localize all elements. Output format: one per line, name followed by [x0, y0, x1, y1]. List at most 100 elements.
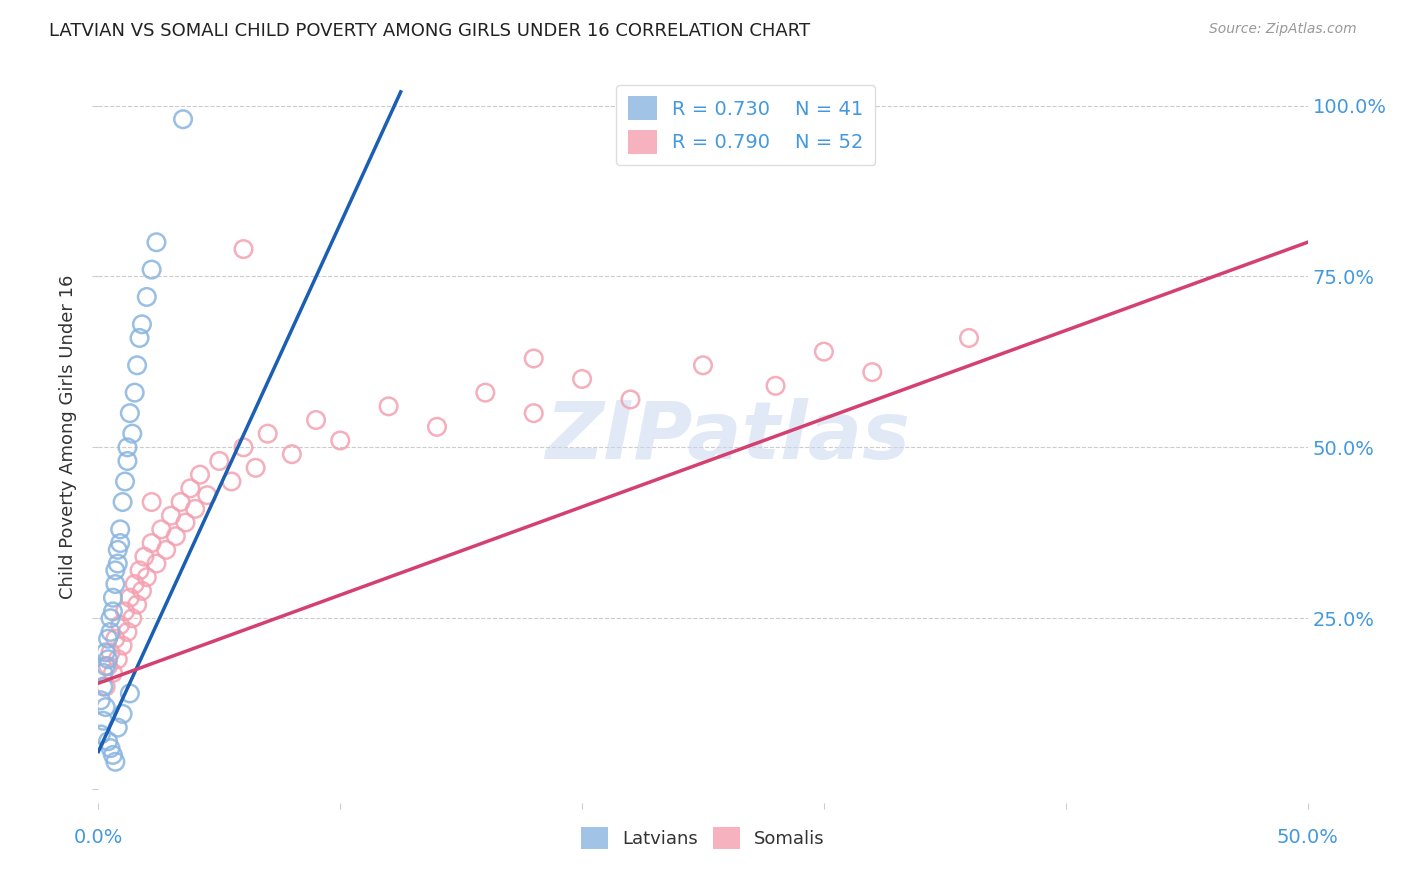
Point: [127, 598, 149, 612]
Point: [523, 406, 546, 420]
Point: [195, 488, 218, 502]
Point: [97, 659, 120, 673]
Point: [100, 611, 122, 625]
Point: [474, 385, 496, 400]
Point: [127, 359, 149, 373]
Point: [101, 747, 124, 762]
Point: [111, 639, 134, 653]
Point: [150, 522, 173, 536]
Point: [94, 645, 117, 659]
Point: [141, 536, 163, 550]
Point: [188, 467, 211, 482]
Text: 50.0%: 50.0%: [1277, 828, 1339, 847]
Point: [91, 680, 114, 694]
Point: [104, 632, 127, 646]
Point: [426, 420, 449, 434]
Point: [94, 700, 117, 714]
Point: [184, 501, 207, 516]
Point: [117, 454, 139, 468]
Point: [107, 542, 129, 557]
Point: [172, 112, 194, 127]
Point: [571, 372, 593, 386]
Point: [131, 583, 153, 598]
Point: [107, 721, 129, 735]
Point: [97, 734, 120, 748]
Point: [131, 318, 153, 332]
Point: [121, 611, 143, 625]
Point: [165, 529, 187, 543]
Point: [134, 549, 156, 564]
Point: [135, 290, 157, 304]
Point: [160, 508, 183, 523]
Point: [135, 570, 157, 584]
Point: [94, 659, 117, 673]
Point: [104, 563, 127, 577]
Point: [155, 542, 177, 557]
Y-axis label: Child Poverty Among Girls Under 16: Child Poverty Among Girls Under 16: [59, 275, 77, 599]
Point: [108, 618, 131, 632]
Point: [117, 440, 139, 454]
Point: [91, 714, 114, 728]
Point: [221, 475, 243, 489]
Point: [118, 591, 141, 605]
Point: [860, 365, 883, 379]
Text: LATVIAN VS SOMALI CHILD POVERTY AMONG GIRLS UNDER 16 CORRELATION CHART: LATVIAN VS SOMALI CHILD POVERTY AMONG GI…: [49, 22, 810, 40]
Point: [329, 434, 352, 448]
Point: [124, 385, 146, 400]
Point: [101, 604, 124, 618]
Text: ZIPatlas: ZIPatlas: [544, 398, 910, 476]
Point: [101, 665, 124, 680]
Point: [619, 392, 641, 407]
Point: [128, 563, 150, 577]
Point: [100, 645, 122, 659]
Point: [692, 359, 714, 373]
Point: [90, 693, 112, 707]
Point: [141, 262, 163, 277]
Point: [232, 242, 254, 256]
Point: [100, 741, 122, 756]
Point: [281, 447, 304, 461]
Point: [245, 460, 267, 475]
Point: [107, 557, 129, 571]
Point: [208, 454, 231, 468]
Point: [97, 632, 120, 646]
Point: [100, 624, 122, 639]
Point: [107, 652, 129, 666]
Point: [145, 557, 167, 571]
Point: [174, 516, 197, 530]
Point: [104, 577, 127, 591]
Point: [118, 686, 141, 700]
Point: [90, 727, 112, 741]
Point: [957, 331, 980, 345]
Point: [523, 351, 546, 366]
Point: [124, 577, 146, 591]
Point: [91, 665, 114, 680]
Point: [108, 522, 131, 536]
Point: [114, 604, 136, 618]
Point: [101, 591, 124, 605]
Point: [108, 536, 131, 550]
Point: [94, 680, 117, 694]
Legend: Latvians, Somalis: Latvians, Somalis: [574, 820, 832, 856]
Point: [104, 755, 127, 769]
Point: [111, 706, 134, 721]
Point: [118, 406, 141, 420]
Point: [111, 495, 134, 509]
Point: [121, 426, 143, 441]
Point: [114, 475, 136, 489]
Point: [813, 344, 835, 359]
Point: [117, 624, 139, 639]
Point: [377, 400, 399, 414]
Point: [145, 235, 167, 250]
Text: Source: ZipAtlas.com: Source: ZipAtlas.com: [1209, 22, 1357, 37]
Point: [179, 481, 201, 495]
Point: [97, 652, 120, 666]
Point: [169, 495, 191, 509]
Point: [765, 379, 787, 393]
Point: [128, 331, 150, 345]
Point: [305, 413, 328, 427]
Point: [232, 440, 254, 454]
Point: [141, 495, 163, 509]
Text: 0.0%: 0.0%: [73, 828, 124, 847]
Point: [256, 426, 278, 441]
